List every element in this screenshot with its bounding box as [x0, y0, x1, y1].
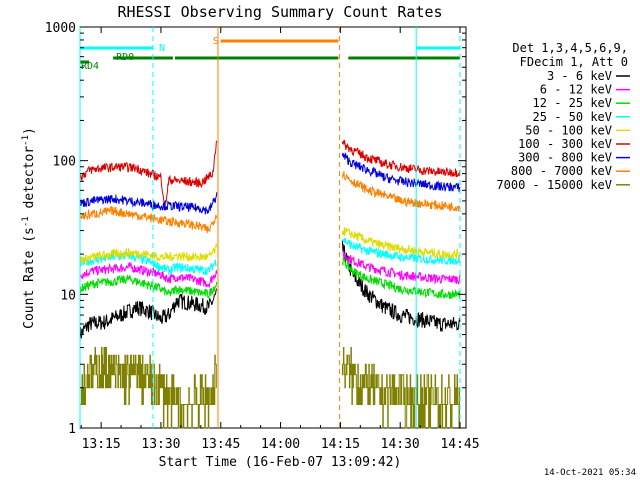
legend-label-6-12-kev: 6 - 12 keV [540, 83, 612, 97]
y-axis-label-mid: detector [22, 146, 37, 217]
flag-s: S [213, 36, 339, 47]
legend-label-100-300-kev: 100 - 300 keV [518, 137, 612, 151]
x-tick-label-13-15: 13:15 [82, 437, 121, 452]
legend-label-3-6-kev: 3 - 6 keV [547, 69, 612, 83]
legend-label-800-7000-kev: 800 - 7000 keV [511, 164, 612, 178]
series-line-300-800-kev-after [341, 151, 461, 192]
legend-label-50-100-kev: 50 - 100 keV [525, 123, 612, 137]
flag-rd4: RD4 [80, 60, 99, 72]
series-100-300-kev [79, 139, 461, 206]
series-12-25-kev [79, 256, 461, 300]
y-axis-label-main: Count Rate (s [22, 227, 37, 329]
x-tick-label-13-45: 13:45 [201, 437, 240, 452]
series-layer [79, 139, 461, 429]
y-tick-label-1: 1 [68, 422, 76, 437]
x-tick-label-14-45: 14:45 [440, 437, 479, 452]
series-line-800-7000-kev-before [79, 205, 218, 234]
series-line-50-100-kev-before [79, 242, 218, 265]
marker-layer [79, 27, 461, 428]
series-line-300-800-kev-before [79, 192, 218, 215]
y-axis-label-sup2: -1 [21, 135, 31, 146]
series-line-7000-15000-kev-after [341, 347, 460, 429]
flag-label-n: N [159, 43, 165, 54]
plot-area: N S RD0 RD4 [79, 26, 467, 429]
series-300-800-kev [79, 151, 461, 215]
series-line-6-12-kev-after [341, 249, 461, 286]
series-line-7000-15000-kev-before [79, 347, 217, 429]
y-tick-label-100: 100 [53, 155, 76, 170]
flag-label-rd0: RD0 [116, 52, 134, 63]
x-axis-label: Start Time (16-Feb-07 13:09:42) [159, 455, 402, 470]
date-stamp: 14-Oct-2021 05:34 [544, 468, 636, 478]
x-tick-label-14-15: 14:15 [321, 437, 360, 452]
series-line-6-12-kev-before [79, 261, 218, 288]
legend-label-12-25-kev: 12 - 25 keV [533, 96, 612, 110]
y-tick-label-1000: 1000 [45, 21, 76, 36]
series-line-25-50-kev-after [342, 237, 461, 266]
y-tick-label-10: 10 [60, 288, 76, 303]
flag-n: N [80, 43, 165, 54]
series-line-100-300-kev-after [341, 139, 461, 178]
flag-label-s: S [213, 36, 219, 47]
legend-header-1: Det 1,3,4,5,6,9, [512, 41, 628, 55]
series-line-800-7000-kev-after [341, 170, 461, 212]
y-axis-label: Count Rate (s-1 detector-1) [21, 127, 37, 329]
legend: Det 1,3,4,5,6,9, FDecim 1, Att 0 3 - 6 k… [496, 41, 630, 192]
series-7000-15000-kev [79, 347, 460, 429]
y-axis-label-end: ) [22, 127, 37, 135]
series-50-100-kev [79, 226, 461, 265]
legend-label-300-800-kev: 300 - 800 keV [518, 151, 612, 165]
legend-label-25-50-kev: 25 - 50 keV [533, 110, 612, 124]
y-axis: 1 10 100 1000 [45, 21, 466, 437]
flag-layer: N S RD0 RD4 [80, 36, 461, 72]
series-line-12-25-kev-after [341, 256, 461, 300]
flag-rd0: RD0 [113, 52, 173, 63]
y-axis-label-sup1: -1 [21, 216, 31, 227]
series-line-100-300-kev-before [79, 140, 218, 206]
series-line-3-6-kev-before [79, 288, 217, 343]
series-25-50-kev [79, 237, 461, 276]
series-3-6-kev [79, 240, 461, 343]
legend-label-7000-15000-kev: 7000 - 15000 keV [496, 178, 612, 192]
legend-header-2: FDecim 1, Att 0 [520, 55, 628, 69]
series-line-3-6-kev-after [341, 240, 461, 332]
x-tick-label-14-30: 14:30 [381, 437, 420, 452]
series-line-12-25-kev-before [79, 273, 218, 300]
x-axis: 13:15 13:30 13:45 14:00 14:15 14:30 14:45 [80, 27, 480, 452]
chart-title: RHESSI Observing Summary Count Rates [117, 3, 442, 21]
series-6-12-kev [79, 249, 461, 288]
series-line-50-100-kev-after [341, 226, 461, 259]
series-800-7000-kev [79, 170, 461, 234]
x-tick-label-13-30: 13:30 [141, 437, 180, 452]
x-tick-label-14-00: 14:00 [261, 437, 300, 452]
flag-label-rd4: RD4 [81, 61, 99, 72]
